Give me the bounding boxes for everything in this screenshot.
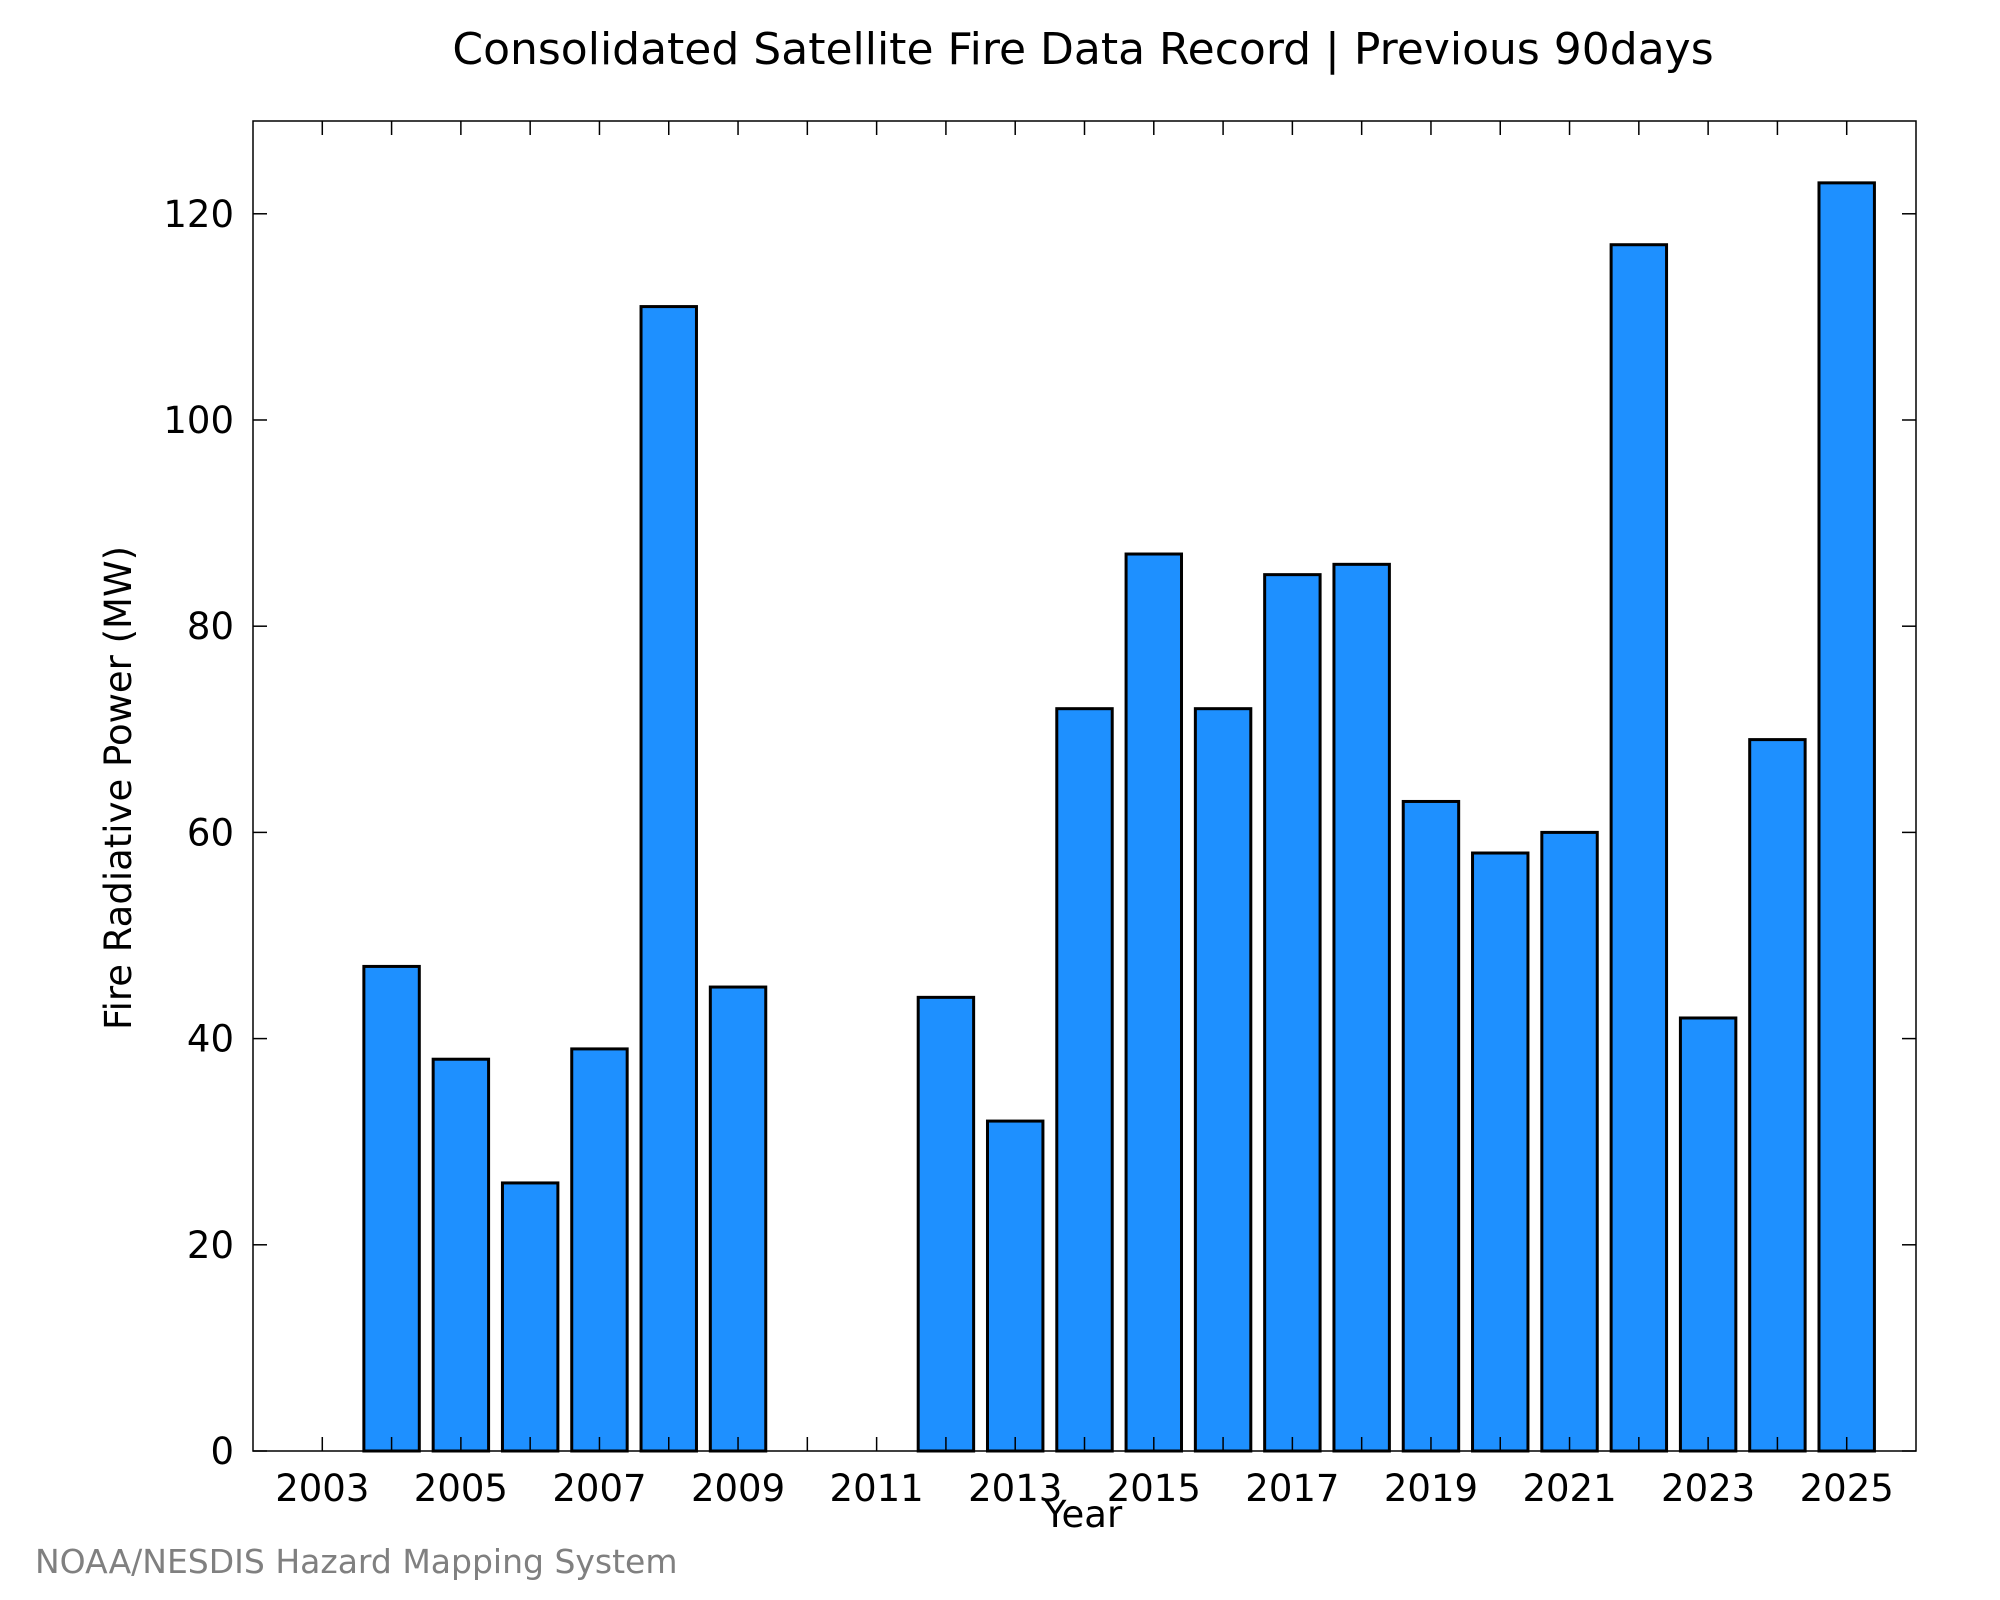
x-tick-labels: 2003 2005 2007 2009 2011 2013 2015 2017 2019 2021… <box>275 1467 1894 1510</box>
bar-2013 <box>985 1119 1045 1453</box>
bar-2016 <box>1193 707 1253 1453</box>
bar-2005 <box>431 1057 491 1453</box>
bar-2021 <box>1540 830 1599 1453</box>
bar-2022 <box>1609 243 1669 1453</box>
bar-2007 <box>570 1047 629 1453</box>
bar-2017 <box>1263 573 1322 1453</box>
x-tick-label-2003: 2003 <box>275 1467 369 1510</box>
y-tick-label-20: 20 <box>187 1224 234 1267</box>
x-tick-label-2019: 2019 <box>1384 1467 1478 1510</box>
x-tick-label-2009: 2009 <box>691 1467 785 1510</box>
ticks-group <box>253 121 1916 1452</box>
x-tick-label-2017: 2017 <box>1245 1467 1339 1510</box>
x-tick-label-2025: 2025 <box>1800 1467 1894 1510</box>
x-tick-label-2007: 2007 <box>552 1467 646 1510</box>
x-tick-label-2013: 2013 <box>968 1467 1062 1510</box>
bar-2014 <box>1055 707 1114 1453</box>
x-tick-label-2023: 2023 <box>1661 1467 1755 1510</box>
bar-2023 <box>1678 1016 1738 1453</box>
bar-2020 <box>1471 851 1530 1453</box>
y-tick-label-120: 120 <box>163 193 234 236</box>
y-tick-label-0: 0 <box>210 1430 234 1473</box>
y-tick-label-100: 100 <box>163 399 234 442</box>
bar-2012 <box>916 995 976 1453</box>
y-tick-label-60: 60 <box>187 811 234 854</box>
y-axis-label: Fire Radiative Power (MW) <box>97 546 140 1030</box>
y-tick-label-40: 40 <box>187 1018 234 1061</box>
credit-text: NOAA/NESDIS Hazard Mapping System <box>35 1542 678 1581</box>
bar-2015 <box>1124 552 1184 1453</box>
y-tick-label-80: 80 <box>187 605 234 648</box>
bar-2018 <box>1332 562 1391 1453</box>
bar-2009 <box>708 985 768 1453</box>
bar-2008 <box>639 305 698 1453</box>
x-tick-label-2011: 2011 <box>830 1467 924 1510</box>
chart-title: Consolidated Satellite Fire Data Record … <box>452 24 1713 75</box>
x-tick-label-2005: 2005 <box>414 1467 508 1510</box>
bar-2024 <box>1748 738 1807 1453</box>
bar-2025 <box>1817 181 1876 1453</box>
x-tick-label-2015: 2015 <box>1107 1467 1201 1510</box>
x-tick-label-2021: 2021 <box>1522 1467 1616 1510</box>
x-axis-label: Year <box>1043 1493 1123 1536</box>
bar-2019 <box>1401 799 1461 1453</box>
bars-group <box>362 181 1876 1453</box>
bar-2006 <box>500 1181 560 1453</box>
bar-2004 <box>362 964 421 1453</box>
y-tick-labels: 0 20 40 60 80 100 120 <box>163 193 234 1473</box>
